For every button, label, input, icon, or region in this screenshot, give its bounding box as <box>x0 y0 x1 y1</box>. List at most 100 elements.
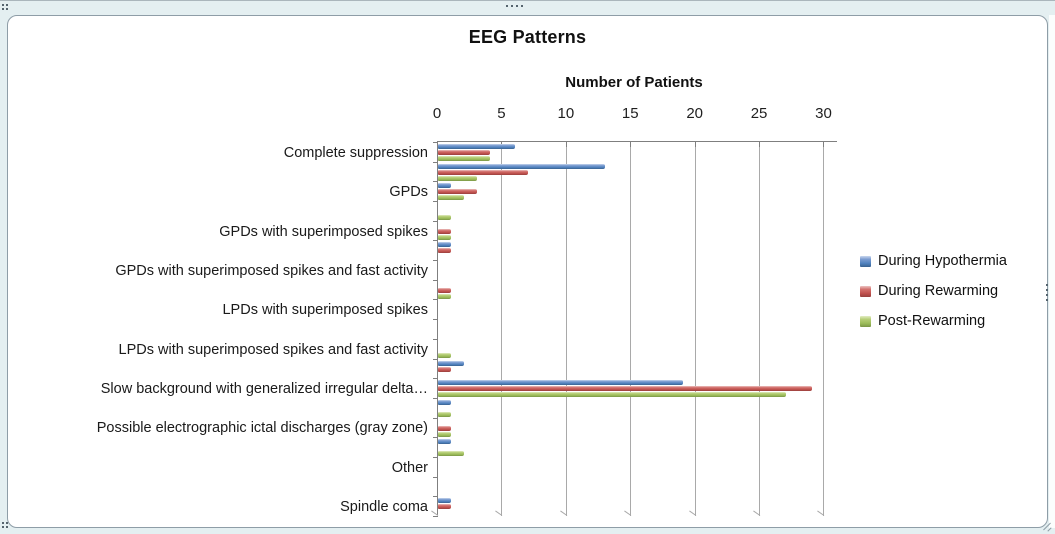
bar-during-hypothermia <box>438 144 516 149</box>
legend-item: During Rewarming <box>860 281 1007 301</box>
plot-area <box>431 141 837 517</box>
value-axis-tick-label: 15 <box>621 105 639 122</box>
bar-post-rewarming <box>438 352 451 358</box>
value-axis-tick <box>565 142 567 147</box>
legend-label: During Rewarming <box>878 283 999 299</box>
bar-post-rewarming <box>438 156 490 161</box>
value-axis-tick <box>694 142 696 147</box>
drag-handle-top-center[interactable] <box>506 5 526 9</box>
gridline <box>630 142 632 516</box>
category-label: Complete suppression <box>283 144 428 161</box>
bar-group <box>438 181 837 201</box>
gridline <box>565 142 567 516</box>
legend-swatch-icon <box>860 315 871 327</box>
category-label: LPDs with superimposed spikes and fast a… <box>118 341 428 358</box>
value-axis-tick <box>759 142 761 147</box>
value-axis-title: Number of Patients <box>565 74 703 91</box>
category-label: Possible electrographic ictal discharges… <box>96 420 428 437</box>
category-axis-tick <box>433 260 438 261</box>
bar-group <box>438 359 837 379</box>
bar-during-hypothermia <box>438 439 451 445</box>
value-axis-tick-label: 5 <box>497 105 506 122</box>
category-label: Spindle coma <box>340 499 428 516</box>
category-axis-tick <box>433 378 438 379</box>
chart-object-frame[interactable]: EEG Patterns Number of Patients 0 5 10 15 20… <box>7 15 1048 528</box>
category-label: GPDs with superimposed spikes and fast a… <box>115 262 428 279</box>
gridline <box>501 142 503 516</box>
bar-group <box>438 457 837 477</box>
category-label: GPDs <box>389 184 428 201</box>
category-axis-tick <box>433 418 438 419</box>
bar-group <box>438 418 837 438</box>
category-axis-tick <box>433 299 438 300</box>
bar-during-rewarming <box>438 504 451 510</box>
bar-during-rewarming <box>438 287 451 293</box>
value-axis-tick-labels: 0 5 10 15 20 25 30 <box>433 105 839 125</box>
bar-during-hypothermia <box>438 399 451 405</box>
bar-during-hypothermia <box>438 360 464 366</box>
bar-post-rewarming <box>438 195 464 201</box>
bar-post-rewarming <box>438 392 786 398</box>
value-axis-tick-label: 30 <box>815 105 832 122</box>
bar-group <box>438 398 837 418</box>
legend-label: Post-Rewarming <box>878 313 986 329</box>
legend-item: Post-Rewarming <box>860 311 1007 331</box>
category-axis-tick <box>433 162 438 163</box>
gridline <box>759 142 761 516</box>
category-axis-tick <box>433 437 438 438</box>
bar-group <box>438 496 837 516</box>
bar-group <box>438 280 837 300</box>
bar-during-rewarming <box>438 169 529 175</box>
bar-post-rewarming <box>438 431 451 437</box>
bar-group <box>438 260 837 280</box>
category-axis-tick <box>433 398 438 399</box>
value-axis-tick-label: 20 <box>686 105 703 122</box>
bar-during-rewarming <box>438 228 451 234</box>
category-axis-tick <box>433 240 438 241</box>
bar-post-rewarming <box>438 234 451 240</box>
category-axis-tick <box>433 516 438 517</box>
resize-handle-bottom-right[interactable] <box>1041 520 1053 532</box>
category-label: GPDs with superimposed spikes <box>219 223 428 240</box>
value-axis-tick <box>437 142 438 147</box>
bar-during-rewarming <box>438 425 451 431</box>
category-label: Slow background with generalized irregul… <box>100 381 428 398</box>
legend-swatch-icon <box>860 255 871 267</box>
category-axis-tick <box>433 181 438 182</box>
chart-title: EEG Patterns <box>468 27 587 47</box>
legend-label: During Hypothermia <box>878 253 1007 269</box>
bar-group <box>438 378 837 398</box>
bar-post-rewarming <box>438 175 477 181</box>
bar-group <box>438 437 837 457</box>
bar-during-hypothermia <box>438 380 683 386</box>
bar-during-rewarming <box>438 366 451 372</box>
drag-handle-bottom-left[interactable] <box>2 522 10 530</box>
bar-during-hypothermia <box>438 242 451 248</box>
bar-during-rewarming <box>438 248 451 254</box>
category-axis-tick <box>433 201 438 202</box>
bar-during-rewarming <box>438 150 490 155</box>
bar-group <box>438 162 837 182</box>
value-axis-tick <box>823 142 825 147</box>
bar-post-rewarming <box>438 293 451 299</box>
drag-handle-right-middle[interactable] <box>1046 284 1050 304</box>
sheet-right-margin <box>1049 15 1055 528</box>
bar-during-rewarming <box>438 386 812 392</box>
chart-legend[interactable]: During Hypothermia During Rewarming Post-R… <box>860 251 1007 341</box>
category-axis-tick <box>433 359 438 360</box>
category-axis-tick <box>433 221 438 222</box>
category-axis-tick <box>433 319 438 320</box>
value-axis-tick <box>630 142 632 147</box>
bar-during-hypothermia <box>438 163 606 169</box>
category-label: Other <box>391 459 428 476</box>
drag-handle-top-left[interactable] <box>2 4 10 12</box>
gridline <box>823 142 825 516</box>
bar-group <box>438 339 837 359</box>
value-axis-tick-label: 25 <box>750 105 768 122</box>
bar-group <box>438 299 837 319</box>
value-axis-tick-label: 0 <box>432 105 442 122</box>
legend-swatch-icon <box>860 285 871 297</box>
bar-during-rewarming <box>438 189 477 195</box>
category-axis-tick <box>433 457 438 458</box>
